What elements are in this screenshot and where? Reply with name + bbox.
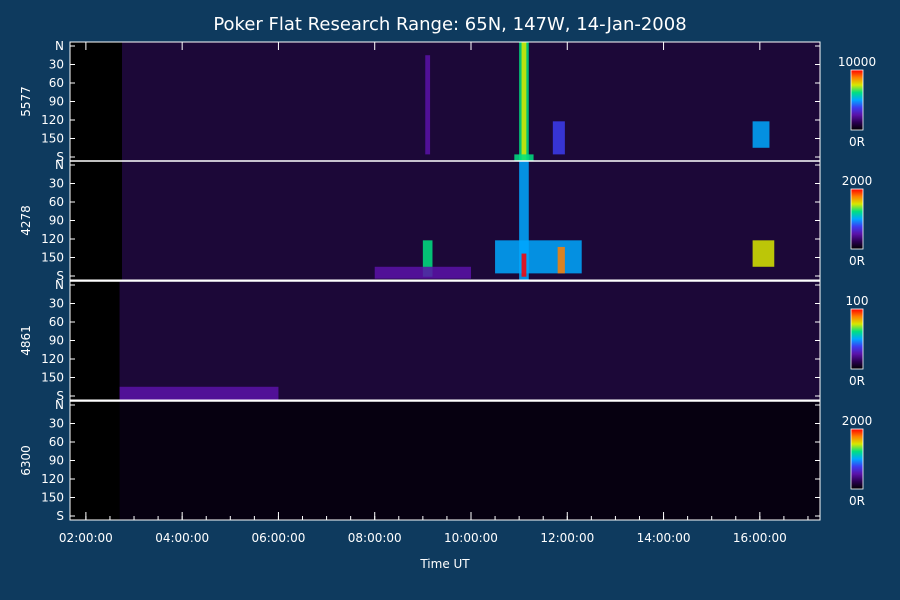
intensity-region bbox=[521, 253, 527, 277]
y-tick-label: N bbox=[55, 398, 64, 412]
panel-data-region bbox=[121, 42, 820, 161]
x-tick-label: 12:00:00 bbox=[540, 531, 594, 545]
x-axis: 02:00:00 04:00:00 06:00:00 08:00:00 10:00:00… bbox=[59, 42, 809, 545]
intensity-region bbox=[557, 246, 565, 274]
panel-data-region bbox=[119, 281, 820, 400]
y-tick-label: 120 bbox=[41, 113, 64, 127]
y-tick-label: 120 bbox=[41, 352, 64, 366]
y-tick-label: 120 bbox=[41, 472, 64, 486]
intensity-region bbox=[119, 386, 279, 400]
y-tick-label: S bbox=[56, 509, 64, 523]
colorbar bbox=[850, 69, 864, 131]
x-tick-label: 04:00:00 bbox=[155, 531, 209, 545]
intensity-region bbox=[422, 240, 433, 277]
panel-data-region bbox=[121, 161, 820, 280]
panel-data-region bbox=[119, 401, 820, 520]
y-tick-label: S bbox=[56, 269, 64, 283]
y-tick-label: 30 bbox=[49, 417, 64, 431]
colorbar-max-label: 2000 bbox=[842, 414, 873, 428]
panel-wavelength-label: 5577 bbox=[19, 86, 33, 117]
y-tick-label: 90 bbox=[49, 334, 64, 348]
colorbar-min-label: 0R bbox=[849, 494, 865, 508]
y-tick-label: 30 bbox=[49, 177, 64, 191]
intensity-region bbox=[519, 161, 529, 280]
y-tick-label: 90 bbox=[49, 454, 64, 468]
chart-title: Poker Flat Research Range: 65N, 147W, 14… bbox=[213, 14, 686, 35]
colorbar bbox=[850, 308, 864, 370]
panel-wavelength-label: 4278 bbox=[19, 205, 33, 236]
y-tick-label: N bbox=[55, 278, 64, 292]
y-tick-label: 60 bbox=[49, 195, 64, 209]
y-tick-label: 90 bbox=[49, 214, 64, 228]
y-tick-label: S bbox=[56, 389, 64, 403]
intensity-region bbox=[514, 154, 534, 161]
y-tick-label: 150 bbox=[41, 491, 64, 505]
intensity-region bbox=[752, 121, 770, 148]
intensity-region bbox=[552, 121, 565, 155]
panel-wavelength-label: 4861 bbox=[19, 325, 33, 356]
panel-wavelength-label: 6300 bbox=[19, 445, 33, 476]
x-tick-label: 16:00:00 bbox=[733, 531, 787, 545]
y-tick-label: 60 bbox=[49, 76, 64, 90]
y-tick-label: 120 bbox=[41, 232, 64, 246]
x-tick-label: 08:00:00 bbox=[348, 531, 402, 545]
intensity-region bbox=[521, 42, 527, 161]
x-tick-label: 02:00:00 bbox=[59, 531, 113, 545]
intensity-region bbox=[425, 55, 431, 155]
y-tick-label: 60 bbox=[49, 315, 64, 329]
y-tick-label: 150 bbox=[41, 251, 64, 265]
y-tick-label: 90 bbox=[49, 95, 64, 109]
y-tick-label: N bbox=[55, 158, 64, 172]
colorbar bbox=[850, 428, 864, 490]
colorbar-min-label: 0R bbox=[849, 254, 865, 268]
panel-5577: N 30 60 90 120 150 S 5577 10000 0R bbox=[19, 39, 876, 164]
y-tick-label: 60 bbox=[49, 435, 64, 449]
colorbar-min-label: 0R bbox=[849, 374, 865, 388]
y-tick-label: 30 bbox=[49, 297, 64, 311]
x-tick-label: 10:00:00 bbox=[444, 531, 498, 545]
colorbar-max-label: 10000 bbox=[838, 55, 876, 69]
colorbar-max-label: 2000 bbox=[842, 174, 873, 188]
colorbar-min-label: 0R bbox=[849, 135, 865, 149]
panel-4861: N 30 60 90 120 150 S 4861 100 0R bbox=[19, 278, 868, 403]
panel-6300: N 30 60 90 120 150 S 6300 2000 0R bbox=[19, 398, 872, 523]
y-tick-label: 150 bbox=[41, 132, 64, 146]
panels: N 30 60 90 120 150 S 5577 10000 0R N 30 60 90 120 150 S 4… bbox=[19, 39, 876, 523]
colorbar bbox=[850, 188, 864, 250]
colorbar-max-label: 100 bbox=[846, 294, 869, 308]
intensity-region bbox=[495, 240, 582, 274]
x-axis-label: Time UT bbox=[419, 557, 470, 571]
y-tick-label: 150 bbox=[41, 371, 64, 385]
y-tick-label: 30 bbox=[49, 58, 64, 72]
panel-4278: N 30 60 90 120 150 S 4278 2000 0R bbox=[19, 158, 872, 283]
x-tick-label: 06:00:00 bbox=[251, 531, 305, 545]
x-tick-label: 14:00:00 bbox=[637, 531, 691, 545]
y-tick-label: N bbox=[55, 39, 64, 53]
intensity-region bbox=[374, 266, 471, 279]
intensity-region bbox=[752, 240, 775, 267]
y-tick-label: S bbox=[56, 150, 64, 164]
